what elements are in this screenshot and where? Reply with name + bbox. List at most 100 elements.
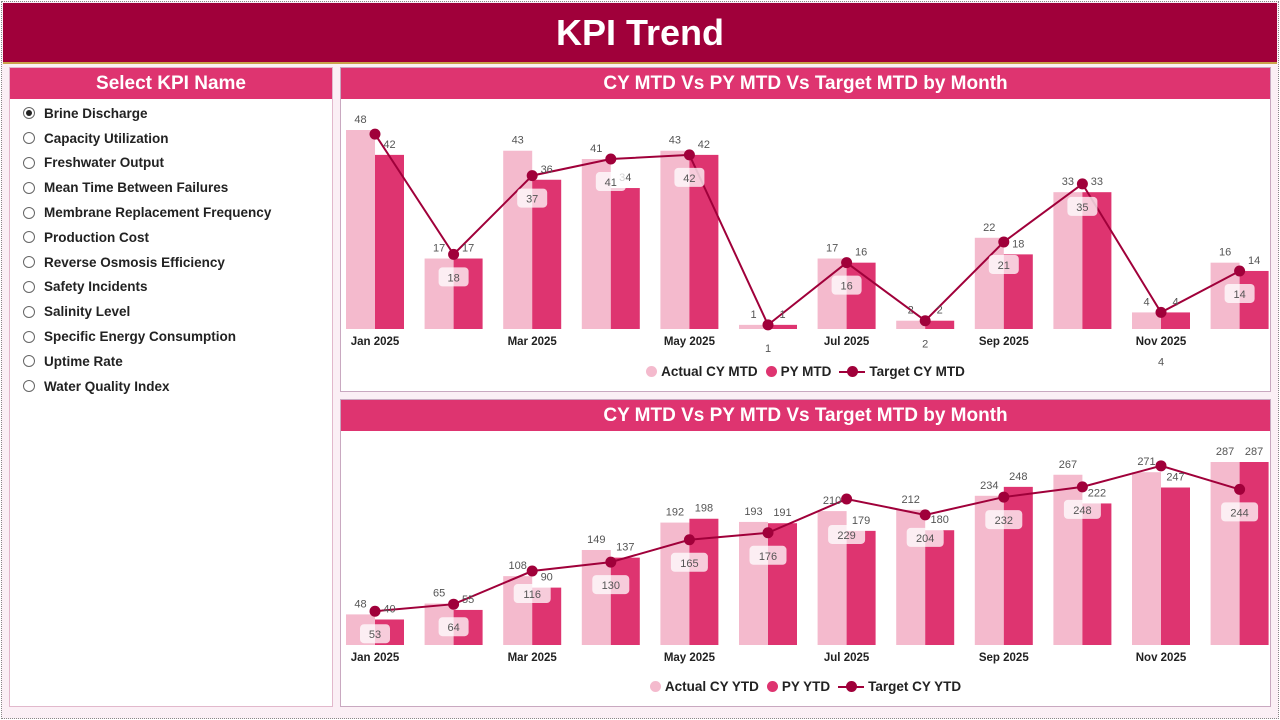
actual-data-label: 16	[1219, 247, 1231, 259]
target-data-label: 53	[369, 629, 381, 641]
py-data-label: 137	[616, 542, 634, 554]
py-bar[interactable]	[1161, 312, 1190, 329]
target-marker[interactable]	[1076, 178, 1088, 190]
chart-title: CY MTD Vs PY MTD Vs Target MTD by Month	[341, 400, 1270, 431]
target-data-label: 14	[1233, 289, 1245, 301]
kpi-option[interactable]: Brine Discharge	[10, 101, 332, 126]
radio-button-icon[interactable]	[23, 305, 35, 318]
radio-button-icon[interactable]	[23, 231, 35, 244]
target-marker[interactable]	[1234, 483, 1246, 495]
target-marker[interactable]	[605, 153, 617, 165]
x-tick-label: Nov 2025	[1136, 336, 1187, 348]
actual-data-label: 267	[1059, 459, 1077, 471]
radio-button-icon[interactable]	[23, 280, 35, 293]
py-data-label: 14	[1248, 255, 1260, 267]
target-marker[interactable]	[683, 149, 695, 161]
legend-dot-icon	[765, 366, 777, 377]
kpi-option[interactable]: Reverse Osmosis Efficiency	[10, 250, 332, 275]
py-bar[interactable]	[925, 320, 955, 329]
target-marker[interactable]	[683, 534, 695, 546]
kpi-option[interactable]: Water Quality Index	[10, 374, 332, 399]
radio-button-icon[interactable]	[23, 380, 35, 393]
py-bar[interactable]	[925, 530, 955, 645]
radio-button-icon[interactable]	[23, 181, 35, 194]
radio-button-icon[interactable]	[23, 132, 35, 145]
target-label: 204	[906, 527, 944, 547]
actual-data-label: 17	[433, 243, 445, 255]
py-bar[interactable]	[375, 154, 404, 329]
target-marker[interactable]	[605, 556, 617, 568]
mtd-chart-plot: Jan 2025 Mar 2025 May 2025 Jul 2025 Sep 2025…	[346, 114, 1269, 371]
kpi-option[interactable]: Safety Incidents	[10, 275, 332, 300]
actual-bar[interactable]	[974, 237, 1004, 329]
target-marker[interactable]	[841, 493, 853, 505]
target-label-box	[913, 333, 937, 353]
target-marker[interactable]	[526, 170, 538, 182]
kpi-option[interactable]: Uptime Rate	[10, 349, 332, 374]
actual-bar[interactable]	[739, 324, 768, 329]
ytd-chart: CY MTD Vs PY MTD Vs Target MTD by Month …	[340, 399, 1271, 707]
target-label: 116	[513, 584, 551, 604]
target-marker[interactable]	[919, 509, 931, 521]
py-bar[interactable]	[1239, 462, 1269, 645]
legend-item[interactable]: Target CY YTD	[838, 679, 961, 694]
py-bar[interactable]	[610, 188, 640, 329]
actual-bar[interactable]	[1210, 462, 1240, 645]
py-bar[interactable]	[846, 530, 876, 645]
target-marker[interactable]	[526, 565, 538, 577]
target-marker[interactable]	[841, 257, 853, 269]
py-bar[interactable]	[1082, 503, 1112, 645]
target-label-box	[1221, 502, 1259, 522]
target-label-box	[517, 188, 548, 208]
py-data-label: 1	[779, 309, 785, 321]
kpi-option[interactable]: Production Cost	[10, 225, 332, 250]
actual-bar[interactable]	[1132, 312, 1161, 329]
target-marker[interactable]	[1234, 265, 1246, 277]
target-marker[interactable]	[369, 128, 381, 140]
legend-label: Actual CY YTD	[664, 679, 759, 694]
py-bar[interactable]	[768, 324, 797, 329]
radio-button-icon[interactable]	[23, 107, 35, 120]
target-marker[interactable]	[762, 319, 774, 331]
radio-button-icon[interactable]	[23, 206, 35, 219]
legend-item[interactable]: Target CY MTD	[839, 364, 965, 379]
legend-item[interactable]: Actual CY MTD	[646, 364, 758, 379]
kpi-option[interactable]: Specific Energy Consumption	[10, 324, 332, 349]
target-marker[interactable]	[998, 491, 1010, 503]
actual-data-label: 33	[1062, 176, 1074, 188]
kpi-option[interactable]: Salinity Level	[10, 299, 332, 324]
target-marker[interactable]	[919, 315, 931, 327]
py-bar[interactable]	[610, 557, 640, 645]
target-marker[interactable]	[1155, 306, 1167, 318]
legend-item[interactable]: Actual CY YTD	[649, 679, 759, 694]
target-marker[interactable]	[448, 248, 460, 260]
radio-button-icon[interactable]	[23, 256, 35, 269]
legend-dot-icon	[649, 681, 661, 692]
legend-label: Target CY YTD	[868, 679, 962, 694]
target-marker[interactable]	[998, 236, 1010, 248]
target-marker[interactable]	[448, 598, 460, 610]
radio-button-icon[interactable]	[23, 355, 35, 368]
kpi-option[interactable]: Freshwater Output	[10, 151, 332, 176]
actual-bar[interactable]	[1132, 472, 1161, 645]
actual-bar[interactable]	[739, 521, 768, 645]
py-bar[interactable]	[768, 523, 797, 645]
target-marker[interactable]	[1155, 460, 1167, 472]
actual-data-label: 1	[750, 309, 756, 321]
kpi-option[interactable]: Mean Time Between Failures	[10, 175, 332, 200]
actual-bar[interactable]	[896, 320, 926, 329]
actual-bar[interactable]	[346, 130, 375, 329]
kpi-option[interactable]: Capacity Utilization	[10, 126, 332, 151]
target-marker[interactable]	[369, 605, 381, 617]
py-bar[interactable]	[1161, 487, 1190, 645]
radio-button-icon[interactable]	[23, 330, 35, 343]
target-label-box	[592, 575, 630, 595]
kpi-option[interactable]: Membrane Replacement Frequency	[10, 200, 332, 225]
py-data-label: 2	[937, 305, 943, 317]
target-label: 229	[828, 524, 866, 544]
target-marker[interactable]	[762, 527, 774, 539]
legend-item[interactable]: PY YTD	[766, 679, 830, 694]
target-marker[interactable]	[1076, 481, 1088, 493]
radio-button-icon[interactable]	[23, 156, 35, 169]
legend-item[interactable]: PY MTD	[765, 364, 831, 379]
